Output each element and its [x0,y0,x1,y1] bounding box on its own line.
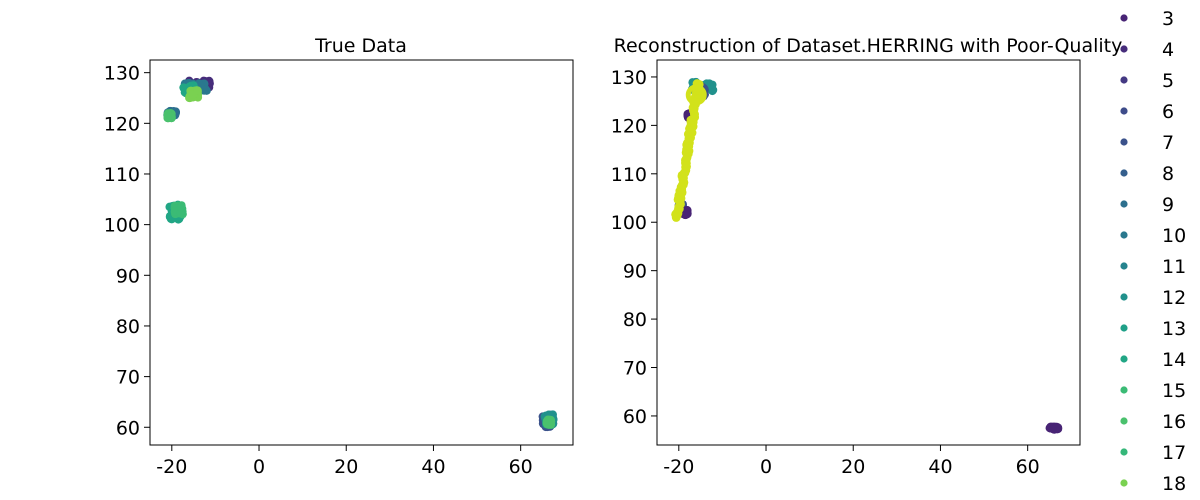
legend-label: 11 [1162,256,1186,278]
legend-marker [1120,355,1128,363]
reconstruction-title: Reconstruction of Dataset.HERRING with P… [614,35,1123,57]
legend-label: 18 [1162,473,1186,495]
true-data-y-tick-label: 110 [104,164,140,186]
legend-label: 8 [1162,163,1174,185]
true-data-y-tick-label: 130 [104,63,140,85]
true-data-x-tick-label: 0 [253,456,265,478]
reconstruction-y-tick-label: 60 [623,406,647,428]
legend-marker [1120,417,1128,425]
true-data-panel: True Data -20 0 20 40 60 60 70 80 90 100 110 120 13… [104,35,574,478]
legend-marker [1120,14,1128,22]
reconstruction-y-tick-label: 130 [611,67,647,89]
true-data-x-axis: -20 0 20 40 60 [156,445,533,478]
true-data-x-tick-label: 40 [421,456,445,478]
legend-marker [1120,231,1128,239]
true-data-point [544,418,553,428]
legend-label: 4 [1162,39,1174,61]
reconstruction-y-tick-label: 120 [611,115,647,137]
legend-marker [1120,169,1128,177]
legend-label: 13 [1162,318,1186,340]
true-data-y-tick-label: 100 [104,215,140,237]
true-data-title: True Data [314,35,407,57]
legend-label: 5 [1162,70,1174,92]
true-data-point [176,203,186,212]
reconstruction-point [1051,423,1061,432]
reconstruction-y-tick-label: 80 [623,309,647,331]
reconstruction-y-tick-label: 90 [623,261,647,283]
true-data-x-tick-label: 60 [509,456,533,478]
reconstruction-y-tick-label: 70 [623,358,647,380]
legend-label: 9 [1162,194,1174,216]
legend-marker [1120,262,1128,270]
reconstruction-x-tick-label: -20 [663,456,694,478]
legend-label: 15 [1162,380,1186,402]
legend-marker [1120,76,1128,84]
reconstruction-points [671,77,1063,434]
true-data-y-tick-label: 80 [116,316,140,338]
legend-marker [1120,293,1128,301]
legend-label: 10 [1162,225,1186,247]
reconstruction-panel: Reconstruction of Dataset.HERRING with P… [611,35,1123,478]
true-data-plot-frame [149,59,574,446]
legend-label: 16 [1162,411,1186,433]
reconstruction-x-axis: -20 0 20 40 60 [663,445,1040,478]
reconstruction-point [682,206,691,215]
legend-marker [1120,200,1128,208]
legend-marker [1120,107,1128,115]
true-data-points [163,76,558,432]
legend-marker [1120,386,1128,394]
legend-label: 7 [1162,132,1174,154]
legend-label: 3 [1162,8,1174,30]
reconstruction-y-tick-label: 110 [611,164,647,186]
legend-marker [1120,479,1128,487]
true-data-x-tick-label: -20 [156,456,187,478]
legend-label: 6 [1162,101,1174,123]
true-data-y-axis: 60 70 80 90 100 110 120 130 [104,63,150,439]
legend-label: 17 [1162,442,1186,464]
reconstruction-ring-marker [685,84,707,106]
true-data-point [179,83,188,92]
legend: 3 4 5 6 7 8 9 10 11 12 13 14 15 16 17 18 [1120,8,1186,495]
true-data-y-tick-label: 70 [116,367,140,389]
legend-label: 14 [1162,349,1186,371]
reconstruction-x-tick-label: 0 [760,456,772,478]
true-data-point [193,86,202,95]
reconstruction-x-tick-label: 20 [841,456,865,478]
legend-label: 12 [1162,287,1186,309]
legend-marker [1120,45,1128,53]
legend-marker [1120,448,1128,456]
reconstruction-y-tick-label: 100 [611,212,647,234]
true-data-point [163,113,172,123]
legend-marker [1120,324,1128,332]
reconstruction-plot-frame [656,59,1081,446]
reconstruction-x-tick-label: 40 [928,456,952,478]
reconstruction-x-tick-label: 60 [1016,456,1040,478]
true-data-y-tick-label: 90 [116,265,140,287]
legend-marker [1120,138,1128,146]
true-data-y-tick-label: 60 [116,417,140,439]
true-data-x-tick-label: 20 [334,456,358,478]
true-data-y-tick-label: 120 [104,113,140,135]
reconstruction-y-axis: 60 70 80 90 100 110 120 130 [611,67,657,428]
